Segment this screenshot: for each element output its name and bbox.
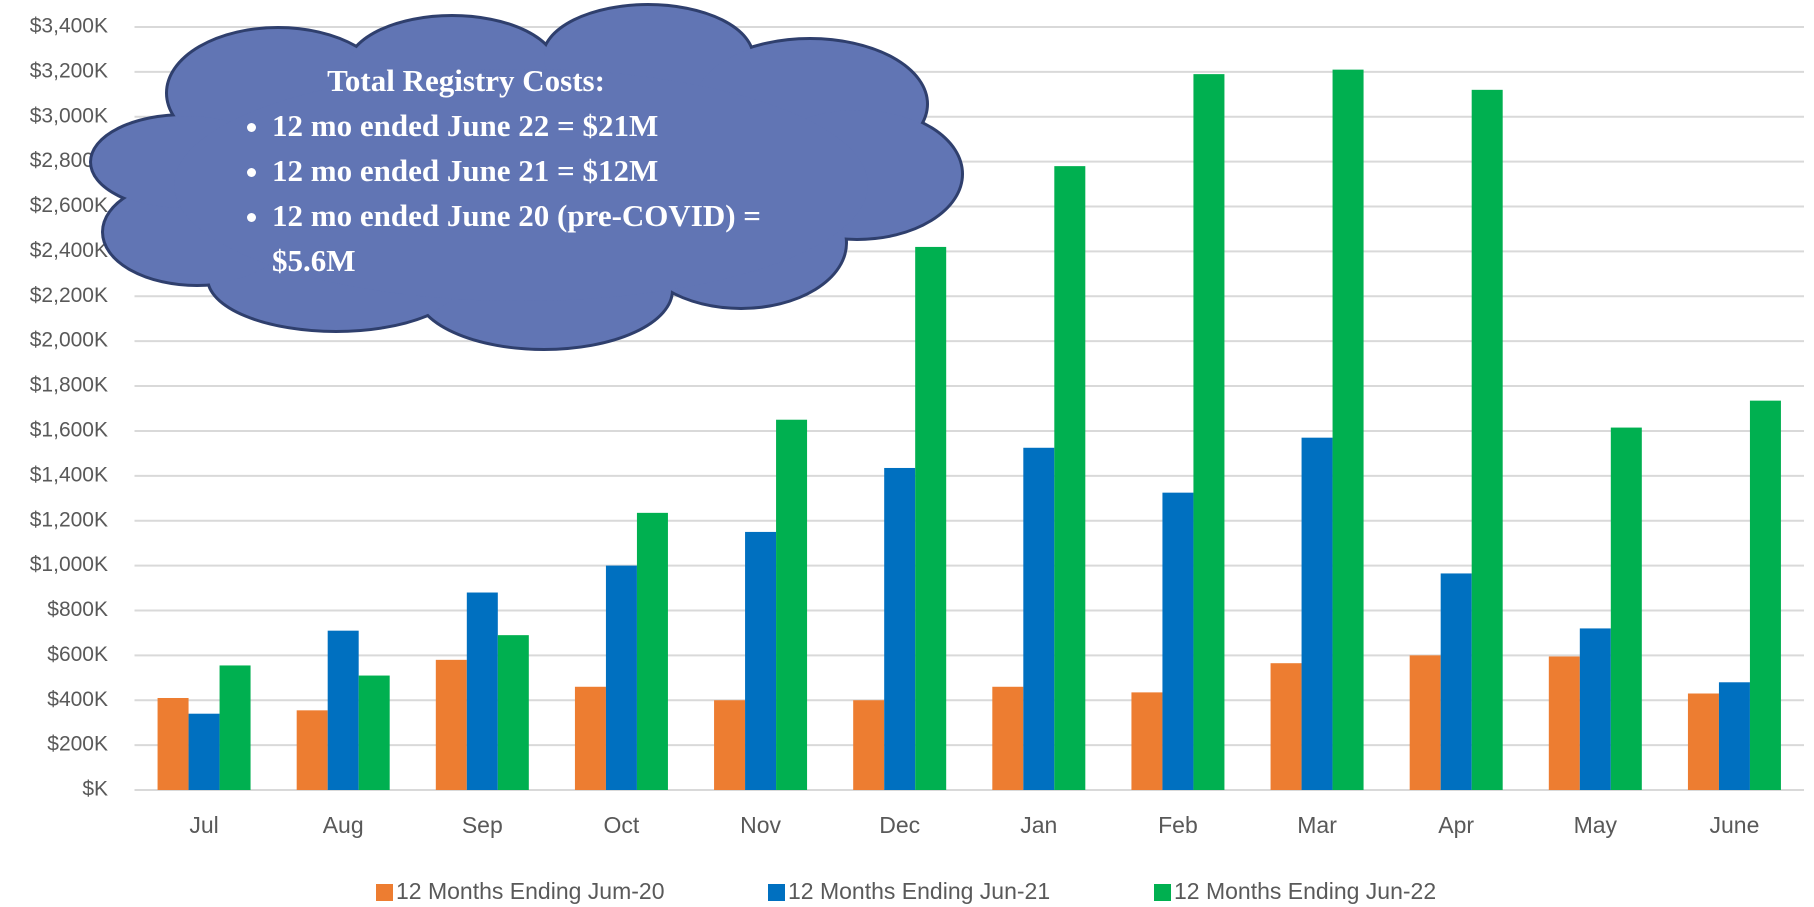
bar bbox=[220, 665, 251, 790]
bar bbox=[189, 714, 220, 790]
bar bbox=[575, 687, 606, 790]
x-tick-label: Dec bbox=[879, 812, 920, 838]
x-tick-label: Nov bbox=[740, 812, 781, 838]
bar bbox=[1580, 628, 1611, 790]
bar bbox=[1549, 656, 1580, 790]
x-tick-label: June bbox=[1710, 812, 1760, 838]
bar bbox=[853, 700, 884, 790]
bar bbox=[1023, 448, 1054, 790]
bar bbox=[992, 687, 1023, 790]
callout-item: 12 mo ended June 21 = $12M bbox=[272, 148, 766, 193]
y-tick-label: $600K bbox=[47, 643, 108, 666]
y-tick-label: $400K bbox=[47, 688, 108, 711]
bar bbox=[745, 532, 776, 790]
y-tick-label: $K bbox=[82, 778, 108, 801]
bar bbox=[1131, 692, 1162, 790]
bar bbox=[467, 593, 498, 790]
bar bbox=[776, 420, 807, 790]
legend-label: 12 Months Ending Jun-22 bbox=[1174, 878, 1436, 904]
y-tick-label: $2,600K bbox=[30, 194, 108, 217]
bar bbox=[637, 513, 668, 790]
x-tick-label: May bbox=[1574, 812, 1618, 838]
bar bbox=[1472, 90, 1503, 790]
y-tick-label: $3,000K bbox=[30, 104, 108, 127]
bar bbox=[1750, 401, 1781, 790]
y-tick-label: $800K bbox=[47, 598, 108, 621]
bar bbox=[1441, 573, 1472, 790]
y-tick-label: $200K bbox=[47, 733, 108, 756]
bar bbox=[498, 635, 529, 790]
y-tick-label: $1,600K bbox=[30, 418, 108, 441]
bar bbox=[1688, 694, 1719, 790]
bar bbox=[158, 698, 189, 790]
bar bbox=[1162, 493, 1193, 790]
y-tick-label: $2,400K bbox=[30, 239, 108, 262]
y-tick-label: $2,200K bbox=[30, 284, 108, 307]
callout-title: Total Registry Costs: bbox=[166, 58, 766, 103]
bar bbox=[1271, 663, 1302, 790]
bar bbox=[328, 631, 359, 790]
bar bbox=[436, 660, 467, 790]
legend-swatch bbox=[768, 884, 785, 901]
y-tick-label: $1,000K bbox=[30, 553, 108, 576]
bar bbox=[1611, 428, 1642, 790]
x-tick-label: Jan bbox=[1020, 812, 1057, 838]
bar bbox=[297, 710, 328, 790]
bar bbox=[1302, 438, 1333, 790]
bar bbox=[714, 700, 745, 790]
x-tick-label: Jul bbox=[189, 812, 218, 838]
x-tick-label: Aug bbox=[323, 812, 364, 838]
bar bbox=[1193, 74, 1224, 790]
x-tick-label: Oct bbox=[604, 812, 640, 838]
bar bbox=[1719, 682, 1750, 790]
x-tick-label: Sep bbox=[462, 812, 503, 838]
callout-text: Total Registry Costs: 12 mo ended June 2… bbox=[236, 58, 766, 283]
callout-list: 12 mo ended June 22 = $21M 12 mo ended J… bbox=[236, 103, 766, 283]
bar bbox=[359, 676, 390, 790]
legend-swatch bbox=[1154, 884, 1171, 901]
callout-item: 12 mo ended June 22 = $21M bbox=[272, 103, 766, 148]
y-tick-label: $3,400K bbox=[30, 15, 108, 38]
y-tick-label: $1,400K bbox=[30, 463, 108, 486]
y-tick-label: $3,200K bbox=[30, 59, 108, 82]
y-tick-label: $2,000K bbox=[30, 329, 108, 352]
page: {"chart_data": {"type": "bar", "categori… bbox=[0, 0, 1814, 907]
y-tick-label: $1,200K bbox=[30, 508, 108, 531]
x-tick-label: Mar bbox=[1297, 812, 1337, 838]
bar bbox=[884, 468, 915, 790]
bar bbox=[915, 247, 946, 790]
callout-item: 12 mo ended June 20 (pre-COVID) = $5.6M bbox=[272, 193, 766, 283]
legend-label: 12 Months Ending Jum-20 bbox=[396, 878, 665, 904]
bar bbox=[1054, 166, 1085, 790]
legend-label: 12 Months Ending Jun-21 bbox=[788, 878, 1050, 904]
x-tick-label: Apr bbox=[1438, 812, 1474, 838]
bar bbox=[606, 566, 637, 790]
bar bbox=[1333, 70, 1364, 790]
x-tick-label: Feb bbox=[1158, 812, 1198, 838]
bar bbox=[1410, 655, 1441, 790]
y-tick-label: $1,800K bbox=[30, 374, 108, 397]
legend-swatch bbox=[376, 884, 393, 901]
